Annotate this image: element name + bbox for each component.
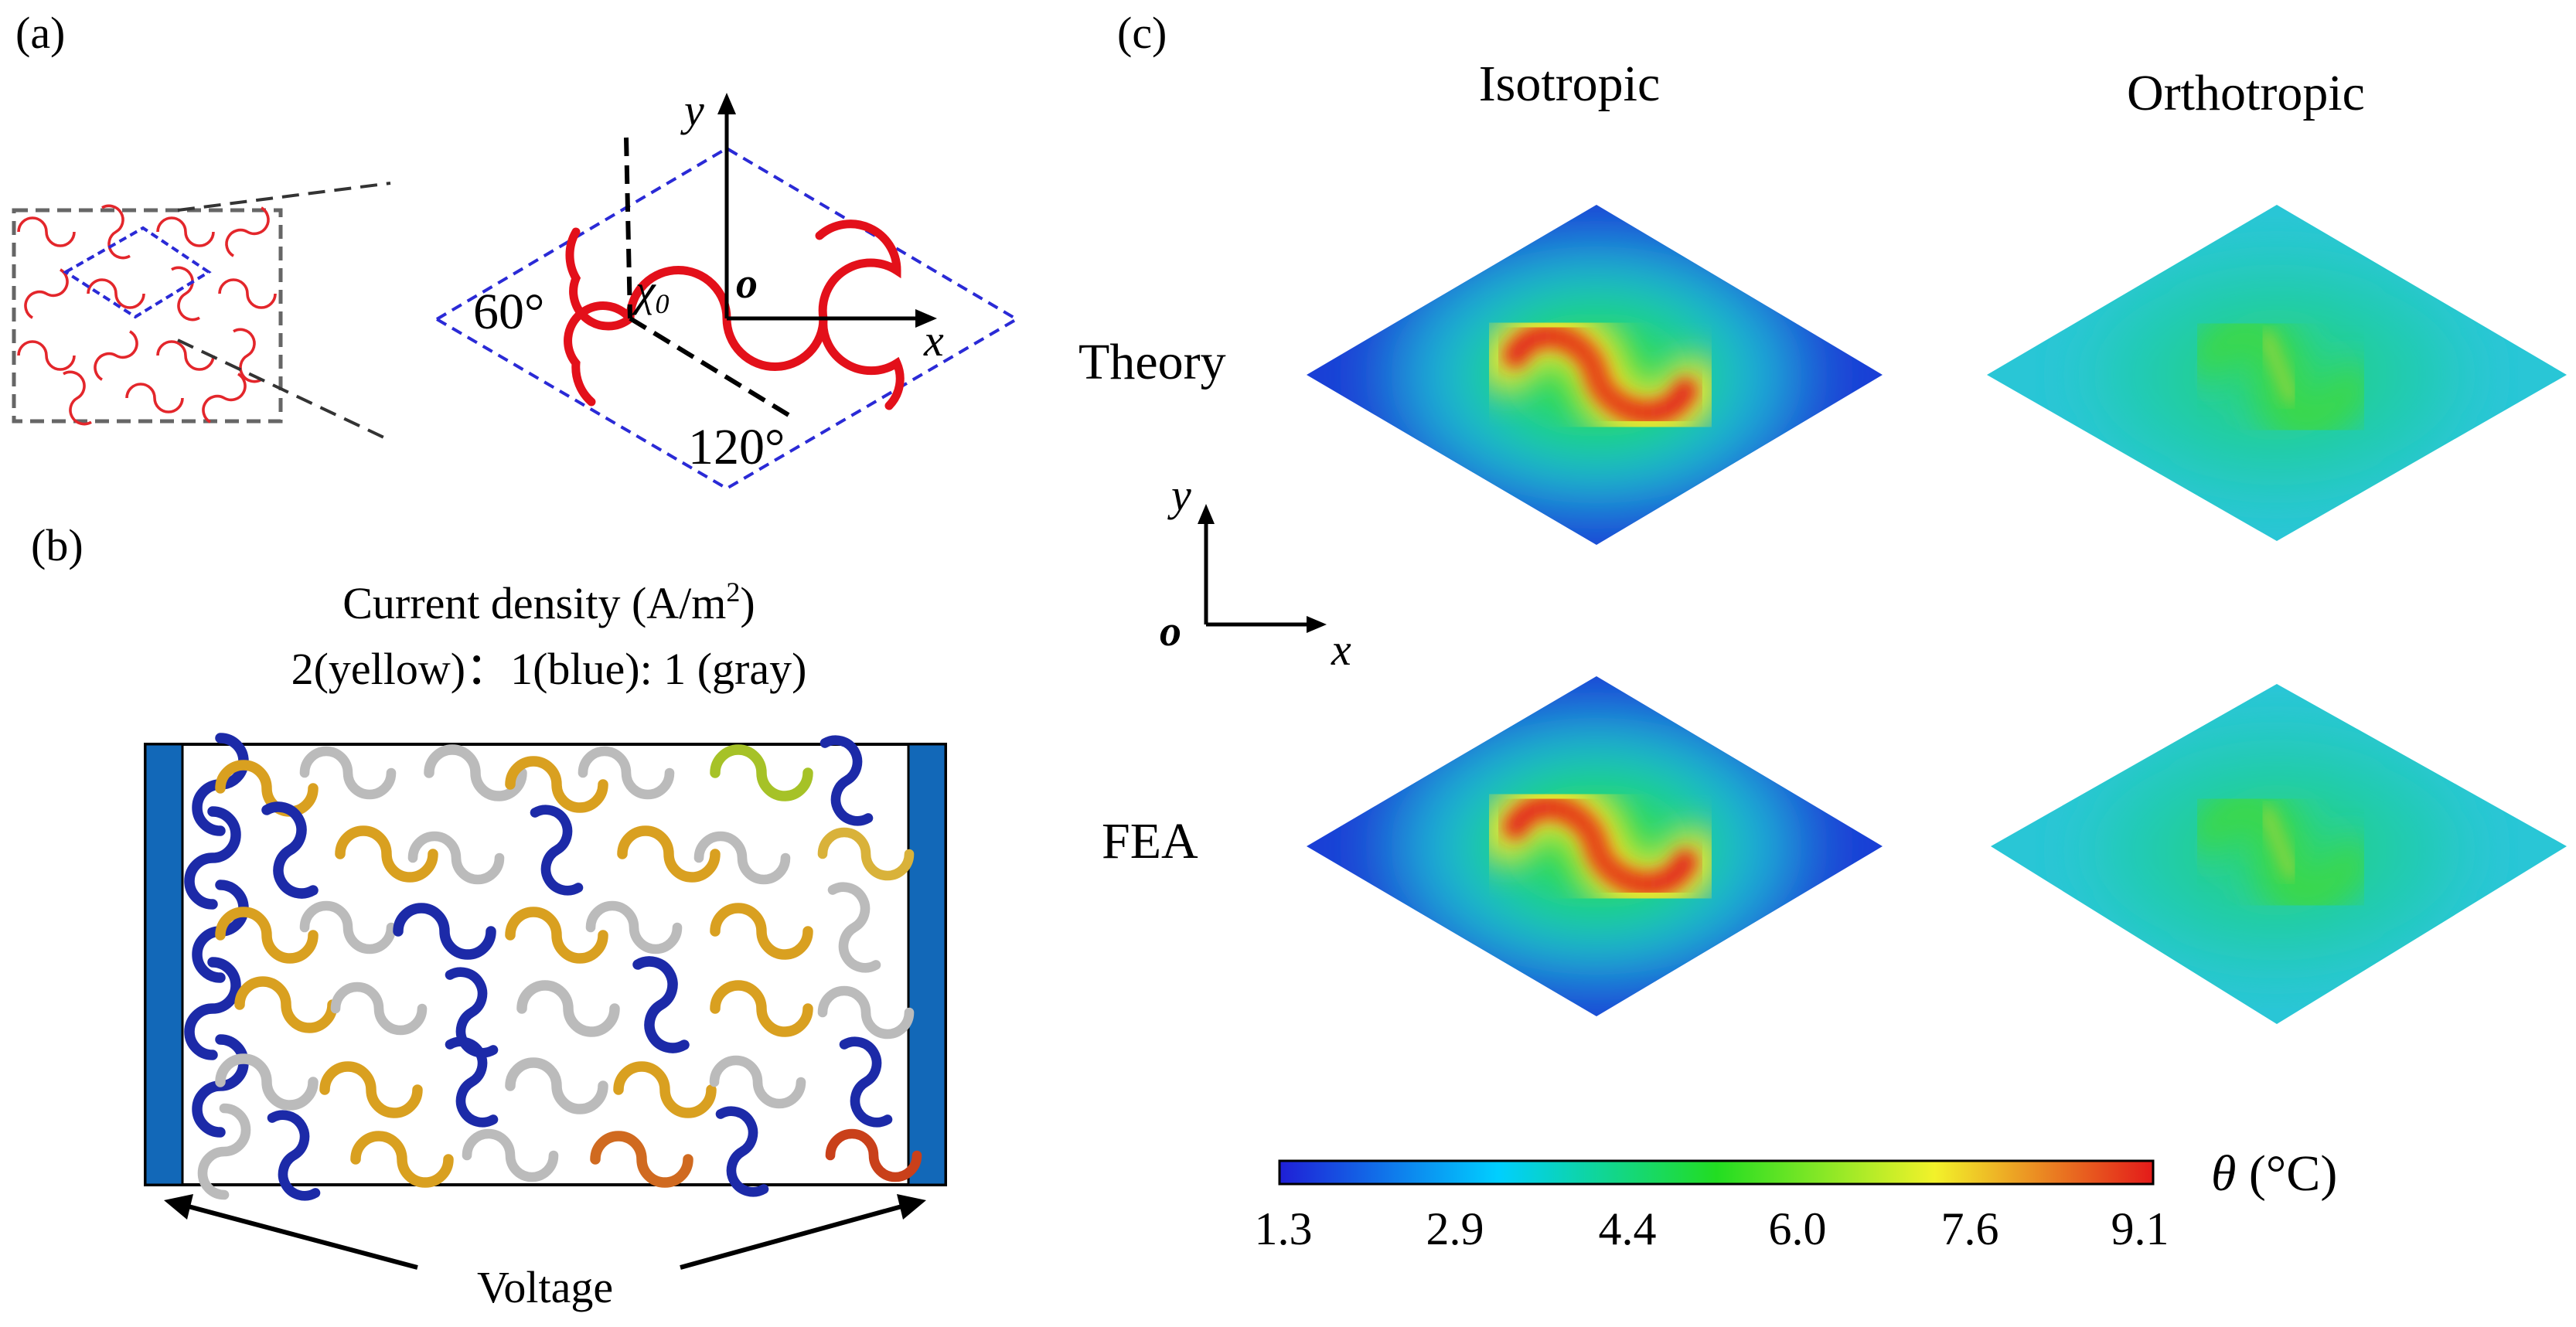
colorbar-tick-5: 7.6 [1941, 1203, 1999, 1254]
lattice-sample-frame [12, 208, 283, 424]
heatmap-orthotropic-fea [1991, 684, 2567, 1024]
lattice-sample [12, 199, 283, 430]
panel-c: (c) Isotropic Orthotropic Theory FEA y x… [1078, 8, 2567, 1254]
axis-x-label: x [923, 315, 944, 366]
coordinate-axes-c: y x o [1160, 470, 1351, 675]
unit-cell-outline [434, 146, 1020, 491]
serpentine-arms [564, 219, 905, 410]
panel-b-label: (b) [31, 520, 83, 570]
panel-c-label: (c) [1117, 8, 1167, 58]
x-axis-arrow [915, 309, 937, 328]
voltage-arrowhead-left [164, 1194, 193, 1220]
colorbar-scale [1278, 1159, 2155, 1186]
row-theory: Theory [1078, 334, 1226, 390]
current-density-ratio: 2(yellow)：1(blue): 1 (gray) [291, 644, 807, 694]
unit-cell-outline-small [63, 226, 212, 319]
heatmap-orthotropic-theory [1987, 205, 2567, 541]
current-density-title: Current density (A/m2) [342, 577, 755, 628]
dashed-axis-120 [629, 316, 794, 420]
axis-y-label-c: y [1167, 470, 1191, 520]
electrode-left [144, 743, 184, 1186]
panel-b: (b) Current density (A/m2) 2(yellow)：1(b… [31, 520, 947, 1312]
electrode-right [907, 743, 947, 1186]
row-fea: FEA [1102, 813, 1198, 869]
angle-60-label: 60° [473, 284, 544, 340]
y-axis-arrow [717, 93, 736, 114]
panel-a: (a) [12, 8, 1020, 491]
zoom-line-top [177, 182, 391, 212]
angle-120-label: 120° [688, 419, 785, 475]
colorbar-tick-4: 6.0 [1769, 1203, 1827, 1254]
origin-label: o [736, 260, 758, 308]
column-isotropic: Isotropic [1479, 56, 1661, 112]
lattice-serpentines [17, 199, 277, 430]
voltage-arrow-right [680, 1203, 905, 1270]
unit-cell: y x o χ0 60° 120° [434, 85, 1020, 491]
panel-a-label: (a) [15, 8, 65, 58]
origin-label-c: o [1160, 607, 1181, 655]
colorbar-label: θ (°C) [2211, 1145, 2337, 1202]
zoom-line-bottom [177, 339, 391, 442]
voltage-arrow-left [185, 1203, 418, 1270]
axis-x-label-c: x [1331, 624, 1351, 675]
heatmap-isotropic-fea [1307, 676, 1883, 1016]
colorbar-tick-2: 2.9 [1426, 1203, 1484, 1254]
colorbar-tick-6: 9.1 [2111, 1203, 2169, 1254]
heatmap-isotropic-theory [1307, 205, 1883, 545]
dashed-axis-60 [624, 137, 632, 319]
colorbar: 1.3 2.9 4.4 6.0 7.6 9.1 θ (°C) [1255, 1145, 2338, 1254]
colorbar-tick-1: 1.3 [1255, 1203, 1313, 1254]
voltage-arrowhead-right [897, 1194, 926, 1220]
colorbar-tick-3: 4.4 [1599, 1203, 1657, 1254]
chi-label: χ0 [632, 265, 670, 319]
voltage-label: Voltage [477, 1262, 613, 1312]
column-orthotropic: Orthotropic [2127, 65, 2365, 121]
axis-y-label: y [680, 85, 704, 135]
